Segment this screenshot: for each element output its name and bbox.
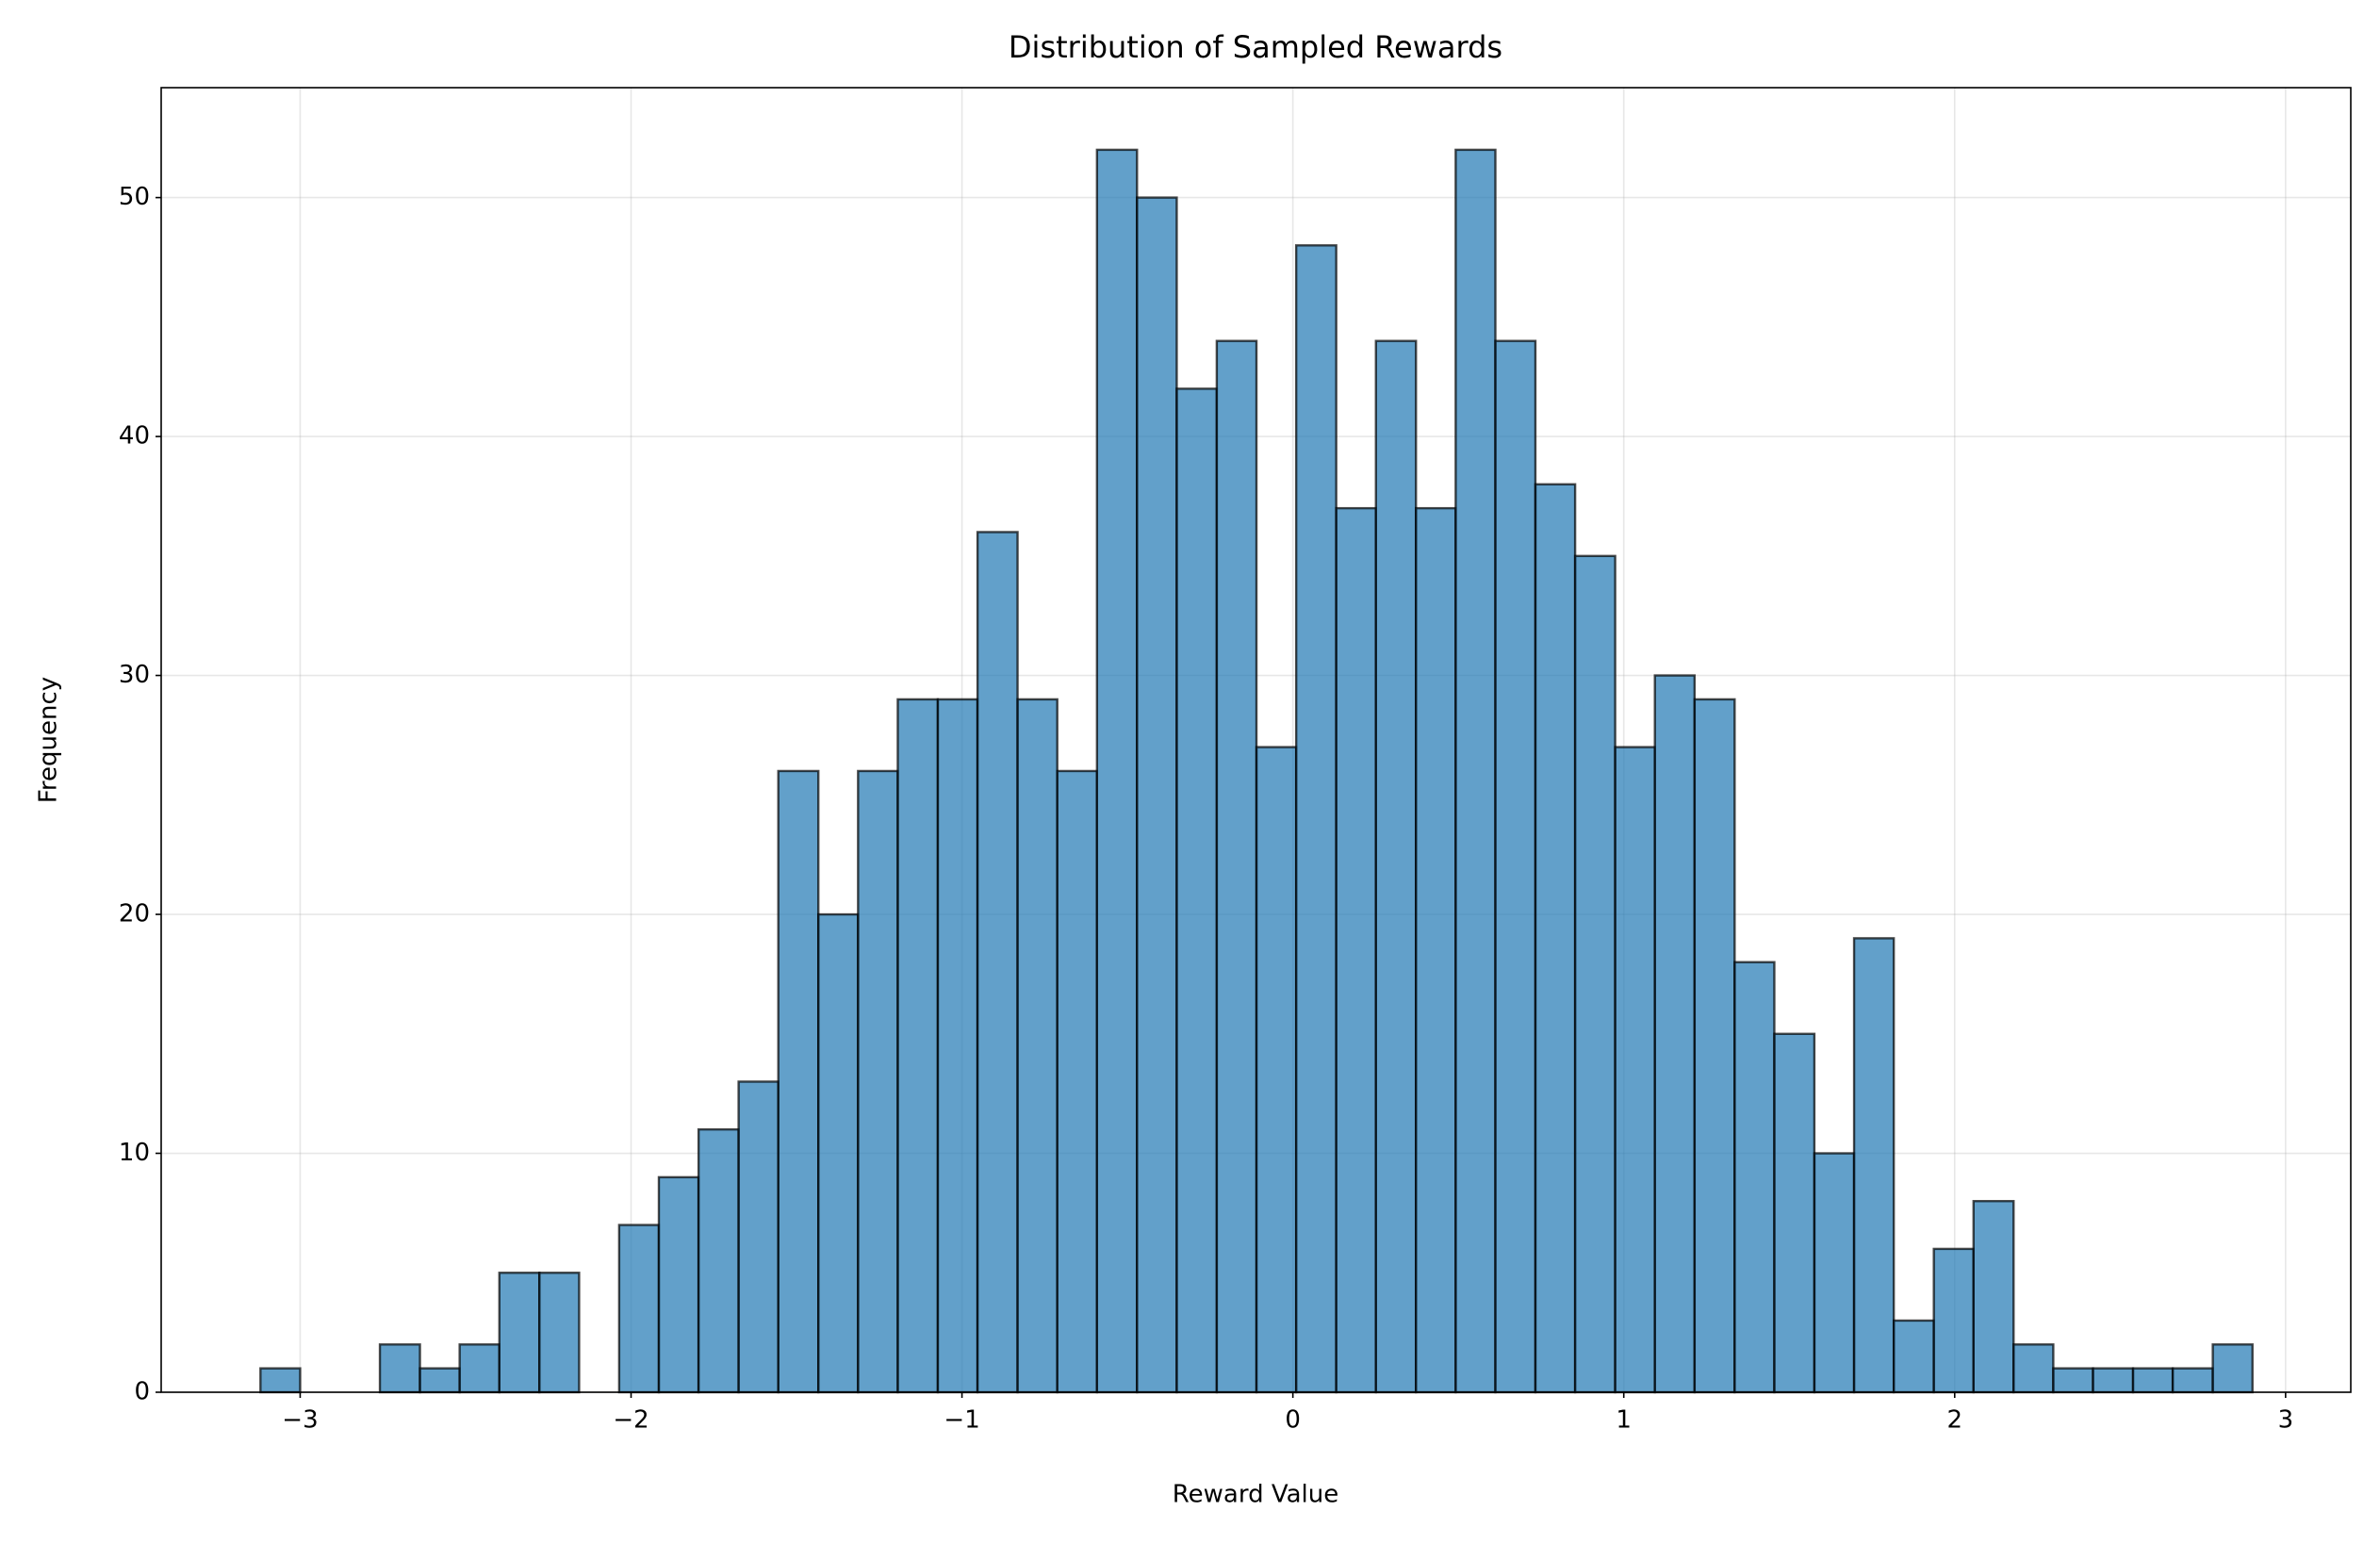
bar	[2052, 1367, 2094, 1394]
bar	[2131, 1367, 2175, 1394]
y-axis-label: Frequency	[35, 677, 63, 803]
y-tick-label: 0	[134, 1378, 150, 1406]
bar	[1892, 1319, 1935, 1394]
bar	[777, 769, 820, 1394]
y-tick-label: 10	[119, 1139, 150, 1167]
bar	[817, 912, 860, 1394]
x-tick-label: −3	[282, 1406, 318, 1435]
bar	[2012, 1343, 2055, 1394]
bar	[617, 1224, 661, 1394]
bar	[936, 698, 979, 1394]
bar	[2092, 1367, 2135, 1394]
bar	[1653, 674, 1697, 1394]
bar	[1773, 1032, 1816, 1394]
bar	[1614, 746, 1656, 1394]
y-tick-label: 30	[119, 661, 150, 689]
y-tick-label: 40	[119, 422, 150, 451]
bar	[1813, 1152, 1856, 1394]
bar	[1374, 339, 1418, 1394]
bar	[1215, 339, 1258, 1394]
x-axis-label: Reward Value	[1173, 1481, 1339, 1509]
bar	[1095, 148, 1139, 1394]
bar	[538, 1272, 581, 1394]
bar	[1852, 937, 1896, 1394]
bar	[2171, 1367, 2214, 1394]
bar	[1294, 244, 1338, 1394]
x-tick-label: 3	[2278, 1406, 2294, 1435]
bar	[697, 1127, 740, 1394]
bar	[419, 1367, 461, 1394]
bar	[1693, 698, 1736, 1394]
axes-frame	[160, 87, 2352, 1393]
x-tick-label: −1	[944, 1406, 979, 1435]
bar	[2211, 1343, 2254, 1394]
bar	[1175, 387, 1219, 1394]
bar	[378, 1343, 421, 1394]
bar	[1733, 961, 1776, 1394]
bar	[657, 1175, 700, 1394]
bar	[1454, 148, 1497, 1394]
x-tick-label: 0	[1285, 1406, 1301, 1435]
bar	[1016, 698, 1059, 1394]
bar	[1972, 1200, 2015, 1394]
bar	[1932, 1247, 1975, 1394]
bar	[896, 698, 940, 1394]
x-tick-label: 1	[1616, 1406, 1632, 1435]
y-tick-label: 20	[119, 900, 150, 928]
bar	[1494, 339, 1537, 1394]
bar	[1573, 554, 1617, 1394]
bar	[737, 1080, 780, 1394]
bar	[1335, 506, 1377, 1394]
bar	[1056, 769, 1099, 1394]
bar	[1534, 483, 1577, 1394]
chart-title: Distribution of Sampled Rewards	[1009, 29, 1502, 65]
bar	[1415, 506, 1457, 1394]
bar	[1136, 196, 1178, 1394]
bar	[259, 1367, 302, 1394]
bar	[498, 1272, 541, 1394]
bar	[1255, 746, 1298, 1394]
x-tick-label: −2	[613, 1406, 648, 1435]
y-tick-label: 50	[119, 183, 150, 211]
x-tick-label: 2	[1947, 1406, 1963, 1435]
bar	[976, 531, 1019, 1394]
bar	[857, 769, 899, 1394]
bar	[458, 1343, 501, 1394]
